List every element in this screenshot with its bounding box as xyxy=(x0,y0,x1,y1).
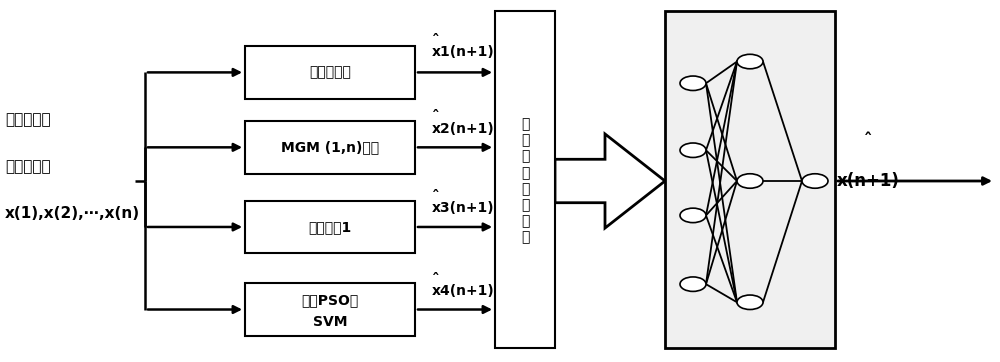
Text: 小波分析故: 小波分析故 xyxy=(5,112,51,127)
FancyBboxPatch shape xyxy=(665,11,835,348)
Text: x1(n+1): x1(n+1) xyxy=(432,46,495,59)
FancyBboxPatch shape xyxy=(495,11,555,348)
Text: 神经网络1: 神经网络1 xyxy=(308,220,352,234)
Text: ˆ: ˆ xyxy=(432,110,440,125)
FancyBboxPatch shape xyxy=(245,121,415,174)
Text: 主
分
量
分
析
预
处
理: 主 分 量 分 析 预 处 理 xyxy=(521,117,529,245)
FancyBboxPatch shape xyxy=(245,46,415,98)
Text: ˆ: ˆ xyxy=(432,34,440,49)
Text: x3(n+1): x3(n+1) xyxy=(432,201,495,215)
Text: x(n+1): x(n+1) xyxy=(837,172,899,190)
Ellipse shape xyxy=(737,174,763,188)
FancyBboxPatch shape xyxy=(245,201,415,253)
Ellipse shape xyxy=(680,277,706,291)
Text: ˆ: ˆ xyxy=(432,273,440,288)
Text: ˆ: ˆ xyxy=(432,190,440,205)
Text: x4(n+1): x4(n+1) xyxy=(432,285,495,298)
Ellipse shape xyxy=(680,76,706,90)
Ellipse shape xyxy=(680,208,706,223)
Text: SVM: SVM xyxy=(313,315,347,329)
Text: 多项式回归: 多项式回归 xyxy=(309,66,351,79)
Polygon shape xyxy=(555,134,665,228)
FancyBboxPatch shape xyxy=(245,283,415,336)
Ellipse shape xyxy=(802,174,828,188)
Text: x2(n+1): x2(n+1) xyxy=(432,122,495,135)
Ellipse shape xyxy=(737,54,763,69)
Text: x(1),x(2),⋯,x(n): x(1),x(2),⋯,x(n) xyxy=(5,206,140,221)
Text: 基于PSO的: 基于PSO的 xyxy=(301,294,359,307)
Ellipse shape xyxy=(737,295,763,310)
Ellipse shape xyxy=(680,143,706,157)
Text: ˆ: ˆ xyxy=(864,132,872,150)
Text: MGM (1,n)模型: MGM (1,n)模型 xyxy=(281,140,379,154)
Text: 障特征向量: 障特征向量 xyxy=(5,159,51,174)
